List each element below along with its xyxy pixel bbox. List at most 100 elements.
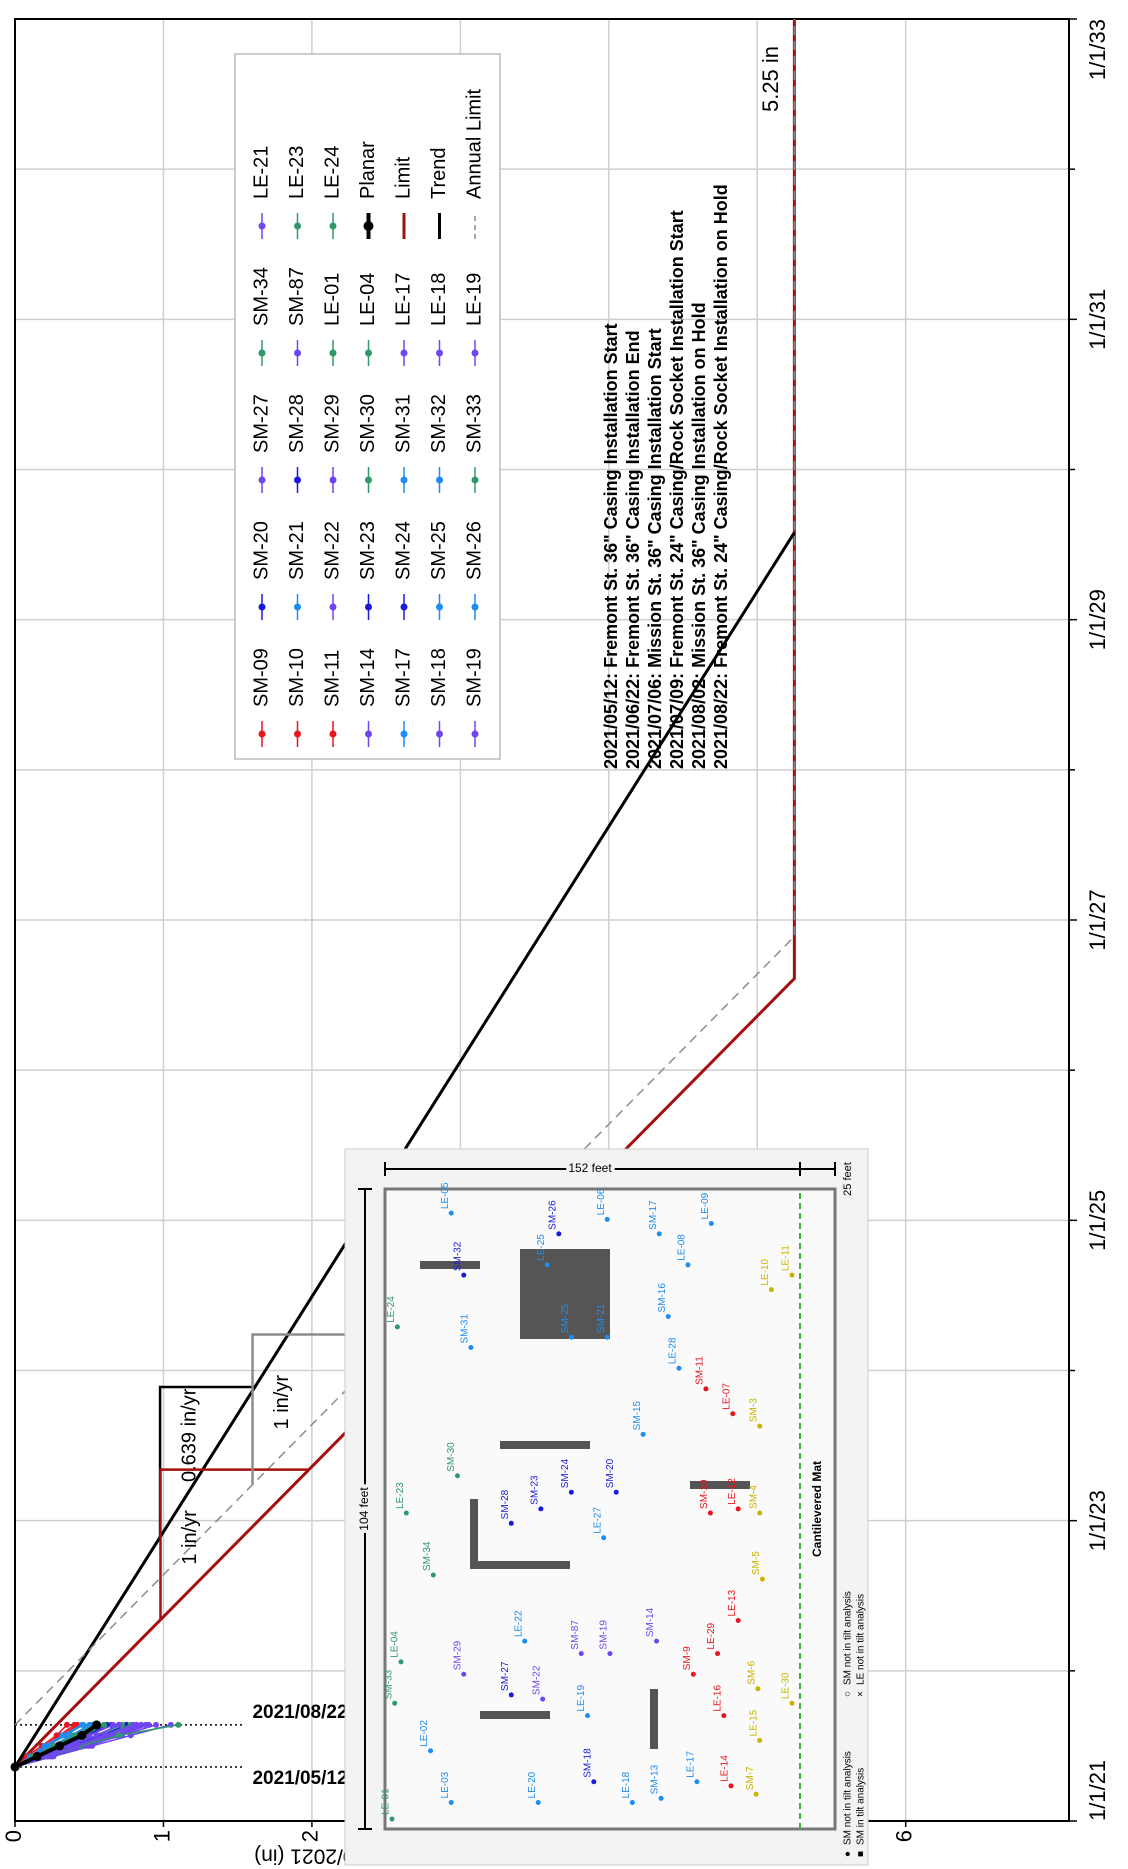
inset-point-label: SM-9 <box>682 1646 693 1670</box>
inset-legend-label: LE not in tilt analysis <box>856 1594 867 1685</box>
inset-point <box>640 1431 646 1437</box>
inset-point-label: LE-19 <box>576 1684 587 1711</box>
inset-point-label: SM-25 <box>560 1303 571 1333</box>
legend-marker <box>329 476 337 484</box>
legend-label: LE-01 <box>321 273 343 326</box>
inset-point <box>768 1287 774 1293</box>
inset-point-label: SM-30 <box>446 1442 457 1472</box>
inset-point-label: LE-28 <box>668 1337 679 1364</box>
inset-point <box>389 1816 395 1822</box>
annotation: 5.25 in <box>758 46 783 112</box>
series-marker <box>80 1721 87 1728</box>
legend-label: SM-23 <box>357 521 379 580</box>
inset-point-label: LE-07 <box>721 1383 732 1410</box>
series-marker <box>92 1720 102 1730</box>
inset-legend-symbol: ● <box>843 1851 854 1857</box>
inset-point <box>604 1216 610 1222</box>
legend-marker <box>258 476 266 484</box>
x-tick-label: 1/1/23 <box>1085 1490 1110 1551</box>
legend-marker <box>294 603 301 611</box>
inset-point-label: LE-06 <box>596 1188 607 1215</box>
inset-wall <box>690 1481 750 1489</box>
inset-point-label: LE-29 <box>706 1622 717 1649</box>
inset-legend-label: SM not in tilt analysis <box>843 1751 854 1845</box>
legend-marker <box>365 730 372 738</box>
inset-point-label: SM-16 <box>657 1283 668 1313</box>
inset-point <box>730 1411 736 1417</box>
legend-marker <box>294 476 301 484</box>
inset-point <box>656 1231 662 1237</box>
legend-label: SM-17 <box>392 648 414 707</box>
series-marker <box>10 1762 20 1772</box>
inset-point <box>403 1510 409 1516</box>
event-line-label: 2021/08/22 <box>252 1702 347 1723</box>
legend-label: LE-04 <box>357 273 379 326</box>
inset-point-label: SM-24 <box>560 1458 571 1488</box>
inset-wall <box>500 1441 590 1449</box>
legend-label: SM-34 <box>250 267 272 326</box>
inset-point <box>757 1423 763 1429</box>
inset-point <box>721 1713 727 1719</box>
y-tick-label: 6 <box>892 1830 917 1842</box>
legend-label: SM-09 <box>250 648 272 707</box>
inset-legend-symbol: × <box>856 1691 867 1697</box>
legend-label: Trend <box>428 147 450 199</box>
inset-point-label: SM-21 <box>596 1303 607 1333</box>
inset-point-label: LE-16 <box>712 1684 723 1711</box>
inset-point <box>522 1638 528 1644</box>
inset-point-label: SM-10 <box>699 1479 710 1509</box>
inset-point <box>753 1791 759 1797</box>
inset-point <box>654 1638 660 1644</box>
inset-point-label: SM-3 <box>748 1398 759 1422</box>
inset-dimension-label: 152 feet <box>568 1161 612 1175</box>
inset-point <box>676 1365 682 1371</box>
inset-point-label: LE-09 <box>700 1192 711 1219</box>
legend-marker <box>258 730 266 738</box>
event-text: 2021/06/22: Fremont St. 36" Casing Insta… <box>623 330 643 769</box>
inset-point-label: LE-01 <box>381 1788 392 1815</box>
x-tick-label: 1/1/33 <box>1085 19 1110 80</box>
legend-label: SM-14 <box>357 648 379 707</box>
inset-dimension-label: 25 feet <box>842 1162 854 1196</box>
inset-point-label: LE-13 <box>727 1589 738 1616</box>
series-marker <box>109 1721 116 1728</box>
inset-point-label: SM-15 <box>632 1400 643 1430</box>
inset-dimension <box>384 1162 836 1176</box>
legend-marker <box>294 349 301 357</box>
legend-label: SM-87 <box>286 267 308 326</box>
event-text: 2021/08/02: Mission St. 36" Casing Insta… <box>689 302 709 769</box>
inset-point <box>398 1659 404 1665</box>
inset-point <box>735 1506 741 1512</box>
legend-label: SM-25 <box>428 521 450 580</box>
inset-point <box>613 1489 619 1495</box>
y-tick-label: 0 <box>1 1830 26 1842</box>
x-tick-label: 1/1/21 <box>1085 1760 1110 1821</box>
inset-point <box>759 1576 765 1582</box>
legend-marker <box>329 603 337 611</box>
inset-wall <box>420 1261 480 1269</box>
slope-triangle <box>159 1468 309 1620</box>
legend-label: Limit <box>392 156 414 199</box>
inset-point-label: LE-17 <box>686 1751 697 1778</box>
inset-point-label: LE-15 <box>748 1709 759 1736</box>
inset-point-label: SM-28 <box>500 1489 511 1519</box>
inset-point <box>538 1506 544 1512</box>
inset-point-label: SM-23 <box>530 1475 541 1505</box>
inset-point-label: SM-22 <box>531 1665 542 1695</box>
inset-point <box>448 1210 454 1216</box>
legend-label: Annual Limit <box>463 88 485 199</box>
inset-point <box>508 1692 514 1698</box>
legend-label: LE-24 <box>321 146 343 199</box>
inset-wall <box>470 1561 570 1569</box>
inset-point-label: LE-02 <box>419 1720 430 1747</box>
legend-label: LE-18 <box>428 273 450 326</box>
inset-point <box>601 1535 607 1541</box>
inset-point <box>448 1799 454 1805</box>
inset-point-label: LE-23 <box>395 1482 406 1509</box>
legend-marker <box>436 349 443 357</box>
legend-marker <box>294 730 301 738</box>
legend-marker <box>400 603 408 611</box>
inset-point-label: SM-7 <box>745 1766 756 1790</box>
inset-point-label: LE-30 <box>781 1672 792 1699</box>
